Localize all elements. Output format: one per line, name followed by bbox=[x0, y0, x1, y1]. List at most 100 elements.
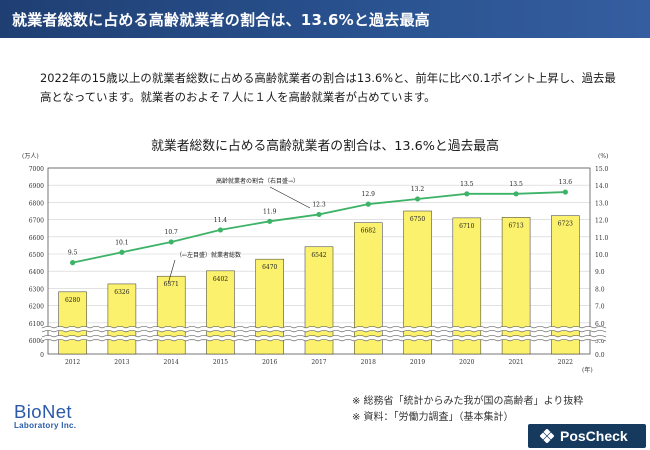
chart-title: 就業者総数に占める高齢就業者の割合は、13.6%と過去最高 bbox=[151, 139, 499, 154]
axis-break-line bbox=[41, 335, 607, 338]
x-tick-label: 2016 bbox=[262, 359, 277, 366]
y2-tick-label: 6.0 bbox=[595, 321, 605, 328]
y2-tick-label: 13.0 bbox=[595, 200, 609, 207]
ratio-value-label: 13.5 bbox=[509, 181, 523, 188]
ratio-point bbox=[414, 196, 421, 202]
ratio-point bbox=[365, 201, 371, 207]
bar bbox=[403, 210, 432, 355]
axis-break-band bbox=[41, 326, 607, 333]
ratio-value-label: 11.9 bbox=[263, 208, 277, 215]
y2-tick-label: 7.0 bbox=[595, 304, 605, 311]
ratio-point bbox=[316, 211, 322, 218]
bar bbox=[107, 283, 137, 355]
y-tick-label: 6500 bbox=[29, 252, 44, 259]
summary-text: 2022年の15歳以上の就業者総数に占める高齢就業者の割合は13.6%と、前年に… bbox=[40, 71, 616, 104]
ratio-point bbox=[464, 191, 470, 197]
ratio-point bbox=[217, 227, 224, 233]
source-note-1: ※ 総務省「統計からみた我が国の高齢者」より抜粋 bbox=[352, 396, 584, 407]
bionet-logo: BioNet Laboratory Inc. bbox=[14, 402, 76, 430]
x-tick-label: 2012 bbox=[65, 359, 80, 366]
bar-value-label: 6542 bbox=[311, 252, 326, 259]
bar-value-label: 6682 bbox=[361, 228, 376, 235]
bar-value-label: 6326 bbox=[114, 289, 129, 296]
line-annotation: 高齢就業者の割合（右目盛→） bbox=[216, 177, 299, 185]
ratio-point bbox=[168, 239, 174, 245]
y2-tick-label: 14.0 bbox=[595, 183, 609, 190]
x-tick-label: 2021 bbox=[508, 359, 523, 366]
ratio-point bbox=[513, 191, 519, 197]
bar-value-label: 6371 bbox=[164, 281, 179, 288]
y-tick-label: 6800 bbox=[29, 200, 44, 207]
y-tick-label: 6200 bbox=[29, 304, 44, 311]
bar-value-label: 6402 bbox=[213, 276, 228, 283]
x-tick-label: 2020 bbox=[459, 359, 474, 366]
ratio-point bbox=[70, 260, 76, 266]
y2-tick-label: 12.0 bbox=[595, 218, 609, 225]
ratio-value-label: 13.6 bbox=[559, 179, 573, 186]
y-tick-label: 6400 bbox=[29, 269, 44, 276]
bar bbox=[501, 217, 531, 355]
y-axis-unit: (万人) bbox=[22, 153, 39, 160]
header-banner: 就業者総数に占める高齢就業者の割合は、13.6%と過去最高 bbox=[0, 0, 650, 38]
x-tick-label: 2014 bbox=[164, 359, 179, 366]
ratio-value-label: 13.5 bbox=[460, 181, 474, 188]
bar-value-label: 6723 bbox=[558, 221, 573, 228]
annotation-pointer bbox=[167, 259, 176, 285]
bar-value-label: 6280 bbox=[65, 297, 80, 304]
logo-main-text: BioNet bbox=[14, 401, 72, 422]
y2-tick-label: 0.0 bbox=[595, 352, 605, 359]
y-tick-label: 6700 bbox=[29, 218, 44, 225]
y-tick-label: 6600 bbox=[29, 235, 44, 242]
bar bbox=[58, 291, 87, 355]
ratio-point bbox=[562, 189, 568, 195]
y-tick-label: 6100 bbox=[29, 321, 44, 328]
axis-break-line bbox=[41, 330, 607, 333]
y-tick-label: 6300 bbox=[29, 286, 44, 293]
x-tick-label: 2015 bbox=[213, 359, 228, 366]
y2-tick-label: 11.0 bbox=[595, 235, 609, 242]
x-tick-label: 2018 bbox=[361, 359, 376, 366]
y-tick-label: 0 bbox=[40, 352, 44, 359]
ratio-value-label: 10.7 bbox=[165, 229, 179, 236]
y2-tick-label: 9.0 bbox=[595, 269, 605, 276]
bar bbox=[452, 217, 482, 355]
axis-break-band bbox=[41, 335, 607, 342]
ratio-value-label: 10.1 bbox=[115, 239, 128, 246]
y2-tick-label: 8.0 bbox=[595, 286, 605, 293]
poscheck-icon bbox=[540, 429, 554, 443]
y-tick-label: 6000 bbox=[29, 338, 44, 345]
ratio-value-label: 9.5 bbox=[68, 250, 78, 257]
y2-axis-unit: (%) bbox=[598, 153, 608, 160]
ratio-value-label: 12.3 bbox=[312, 201, 326, 208]
bar-value-label: 6713 bbox=[508, 222, 523, 229]
bar-annotation: （←左目盛）就業者総数 bbox=[176, 251, 241, 259]
y2-tick-label: 15.0 bbox=[595, 166, 609, 173]
x-tick-label: 2013 bbox=[114, 359, 129, 366]
page-title: 就業者総数に占める高齢就業者の割合は、13.6%と過去最高 bbox=[12, 11, 430, 29]
y-tick-label: 6900 bbox=[29, 183, 44, 190]
x-axis-unit: (年) bbox=[582, 366, 593, 374]
annotation-pointer bbox=[269, 186, 311, 209]
y2-tick-label: 5.0 bbox=[595, 338, 605, 345]
axis-break-line bbox=[41, 326, 607, 329]
bar bbox=[354, 222, 383, 355]
bar bbox=[551, 215, 580, 355]
y2-tick-label: 10.0 bbox=[595, 252, 609, 259]
logo-sub-text: Laboratory Inc. bbox=[14, 421, 77, 430]
x-tick-label: 2022 bbox=[558, 359, 573, 366]
ratio-value-label: 13.2 bbox=[411, 186, 425, 193]
badge-label: PosCheck bbox=[560, 428, 628, 444]
bar-value-label: 6470 bbox=[262, 264, 277, 271]
y-tick-label: 7000 bbox=[29, 166, 44, 173]
bar-value-label: 6750 bbox=[410, 216, 425, 223]
bar bbox=[206, 270, 235, 355]
x-tick-label: 2019 bbox=[410, 359, 425, 366]
poscheck-badge: PosCheck bbox=[528, 424, 646, 448]
source-note-2: ※ 資料：「労働力調査」（基本集計） bbox=[352, 412, 514, 423]
ratio-value-label: 11.4 bbox=[214, 217, 228, 224]
bar-value-label: 6710 bbox=[459, 223, 474, 230]
ratio-point bbox=[267, 218, 273, 224]
axis-break-line bbox=[41, 339, 607, 342]
ratio-value-label: 12.9 bbox=[362, 191, 376, 198]
